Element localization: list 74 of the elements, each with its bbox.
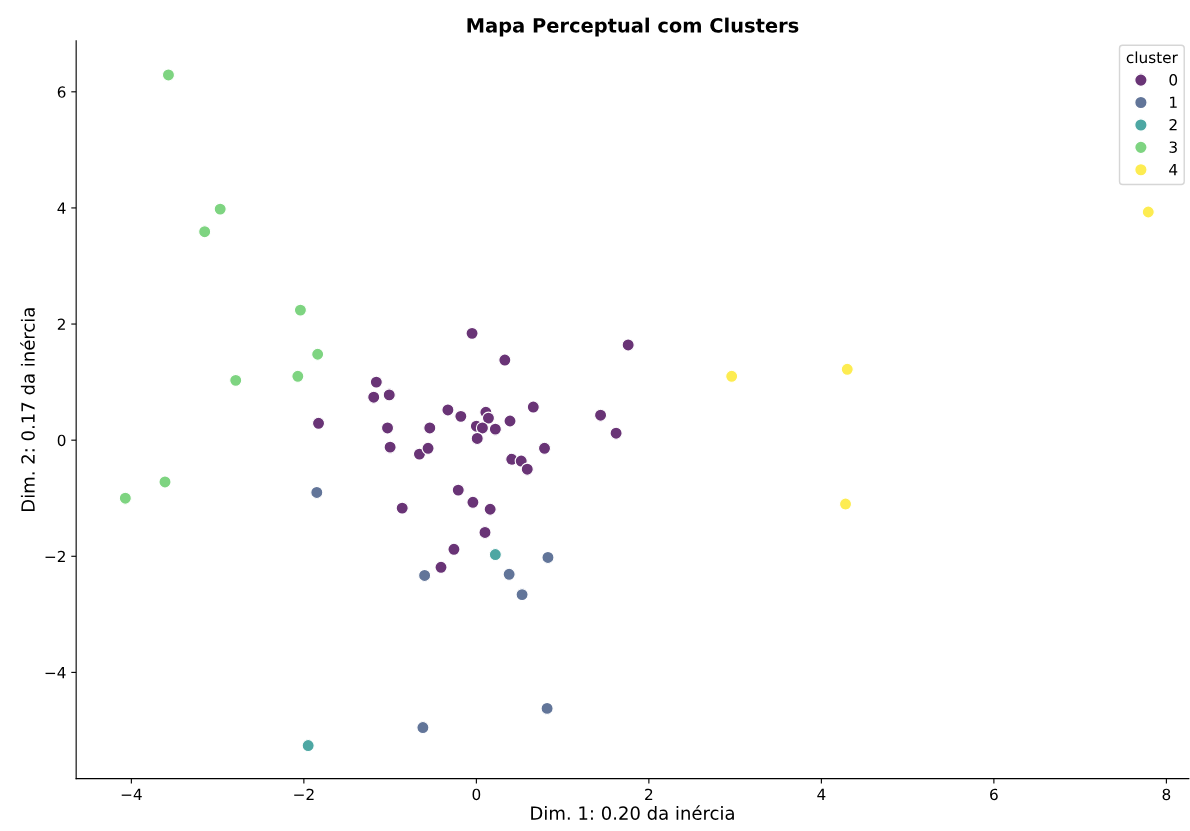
point <box>520 462 534 476</box>
point <box>526 400 540 414</box>
point <box>395 501 409 515</box>
y-axis-title: Dim. 2: 0.17 da inércia <box>20 308 35 511</box>
point <box>488 422 502 436</box>
y-tick-label: −2 <box>45 550 65 563</box>
point <box>380 421 395 435</box>
point <box>421 441 435 455</box>
legend-label: 2 <box>1169 118 1177 131</box>
point <box>475 421 489 435</box>
legend-label: 4 <box>1169 164 1178 176</box>
point <box>838 497 853 511</box>
point <box>537 441 552 455</box>
point <box>161 68 176 82</box>
point <box>1141 205 1155 219</box>
point <box>451 483 465 497</box>
y-tick-label: 2 <box>57 318 65 330</box>
x-tick-label: −2 <box>294 788 314 800</box>
point <box>301 738 315 753</box>
point <box>840 362 854 376</box>
point <box>310 485 324 499</box>
point <box>609 426 623 440</box>
chart-title: Mapa Perceptual com Clusters <box>467 17 799 37</box>
x-axis-title: Dim. 1: 0.20 da inércia <box>531 805 734 820</box>
point <box>118 491 132 505</box>
point <box>441 403 455 417</box>
legend-label: 1 <box>1170 96 1177 108</box>
x-tick-label: 2 <box>645 788 653 800</box>
point <box>478 525 492 540</box>
point <box>418 568 432 583</box>
legend-label: 3 <box>1169 141 1177 153</box>
point <box>311 416 326 430</box>
x-tick-label: 8 <box>1162 788 1171 801</box>
point <box>541 550 555 565</box>
point <box>465 326 479 340</box>
point <box>198 225 212 239</box>
y-tick-label: −4 <box>45 667 66 679</box>
y-tick-label: 6 <box>57 86 66 98</box>
x-tick-label: 4 <box>817 788 826 800</box>
point <box>423 421 437 435</box>
point <box>158 475 172 489</box>
point <box>725 369 739 383</box>
point <box>621 338 635 352</box>
point <box>515 588 529 602</box>
point <box>383 440 397 454</box>
y-tick-label: 4 <box>57 202 66 214</box>
legend-title: cluster <box>1126 51 1178 64</box>
point <box>483 502 497 516</box>
point <box>293 303 307 317</box>
point <box>382 388 396 402</box>
point <box>229 373 243 387</box>
point <box>434 560 448 574</box>
point <box>466 495 480 509</box>
y-tick-label: 0 <box>57 434 66 447</box>
point <box>291 369 305 383</box>
point <box>503 414 517 428</box>
point <box>416 720 430 735</box>
point <box>447 542 461 556</box>
point <box>367 390 381 404</box>
point <box>311 347 325 361</box>
x-tick-label: 6 <box>990 788 998 801</box>
point <box>488 547 502 562</box>
point <box>470 431 484 445</box>
legend-label: 0 <box>1169 74 1178 86</box>
point <box>502 567 516 581</box>
point <box>369 375 383 389</box>
point <box>213 202 227 216</box>
point <box>594 408 608 422</box>
point <box>454 409 468 423</box>
point <box>481 411 496 425</box>
x-tick-label: −4 <box>121 788 142 800</box>
x-tick-label: 0 <box>472 788 481 801</box>
point <box>540 701 554 715</box>
point <box>498 353 512 367</box>
